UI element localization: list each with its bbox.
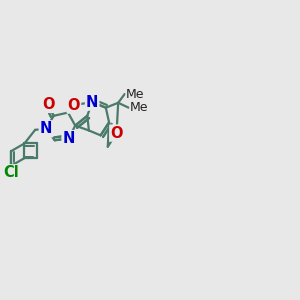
Text: Me: Me (130, 101, 148, 114)
Text: Me: Me (126, 88, 145, 100)
Text: Cl: Cl (4, 165, 19, 180)
Text: O: O (110, 126, 123, 141)
Text: O: O (42, 97, 55, 112)
Text: O: O (68, 98, 80, 112)
Text: N: N (62, 131, 75, 146)
Text: N: N (40, 121, 52, 136)
Text: N: N (86, 94, 98, 110)
